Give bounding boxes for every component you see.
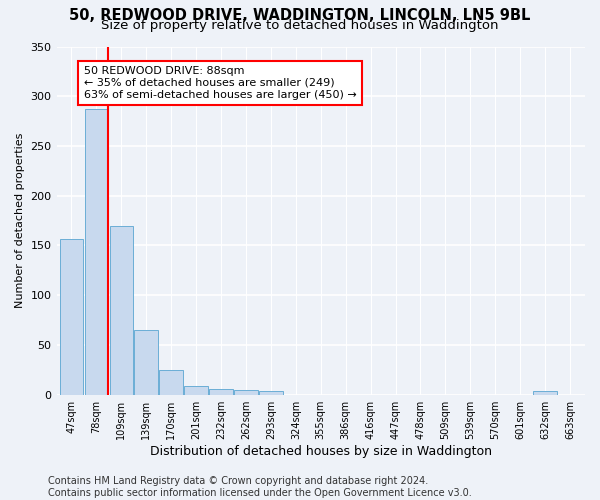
Text: Contains HM Land Registry data © Crown copyright and database right 2024.
Contai: Contains HM Land Registry data © Crown c…	[48, 476, 472, 498]
Text: 50 REDWOOD DRIVE: 88sqm
← 35% of detached houses are smaller (249)
63% of semi-d: 50 REDWOOD DRIVE: 88sqm ← 35% of detache…	[84, 66, 357, 100]
Bar	[209, 388, 233, 394]
Bar	[184, 386, 208, 394]
Bar	[85, 109, 108, 395]
Text: 50, REDWOOD DRIVE, WADDINGTON, LINCOLN, LN5 9BL: 50, REDWOOD DRIVE, WADDINGTON, LINCOLN, …	[70, 8, 530, 22]
Bar	[110, 226, 133, 394]
Bar	[234, 390, 258, 394]
Bar	[134, 330, 158, 394]
Bar	[533, 390, 557, 394]
Bar	[160, 370, 183, 394]
Y-axis label: Number of detached properties: Number of detached properties	[15, 133, 25, 308]
Bar	[59, 238, 83, 394]
X-axis label: Distribution of detached houses by size in Waddington: Distribution of detached houses by size …	[150, 444, 492, 458]
Text: Size of property relative to detached houses in Waddington: Size of property relative to detached ho…	[101, 19, 499, 32]
Bar	[259, 390, 283, 394]
